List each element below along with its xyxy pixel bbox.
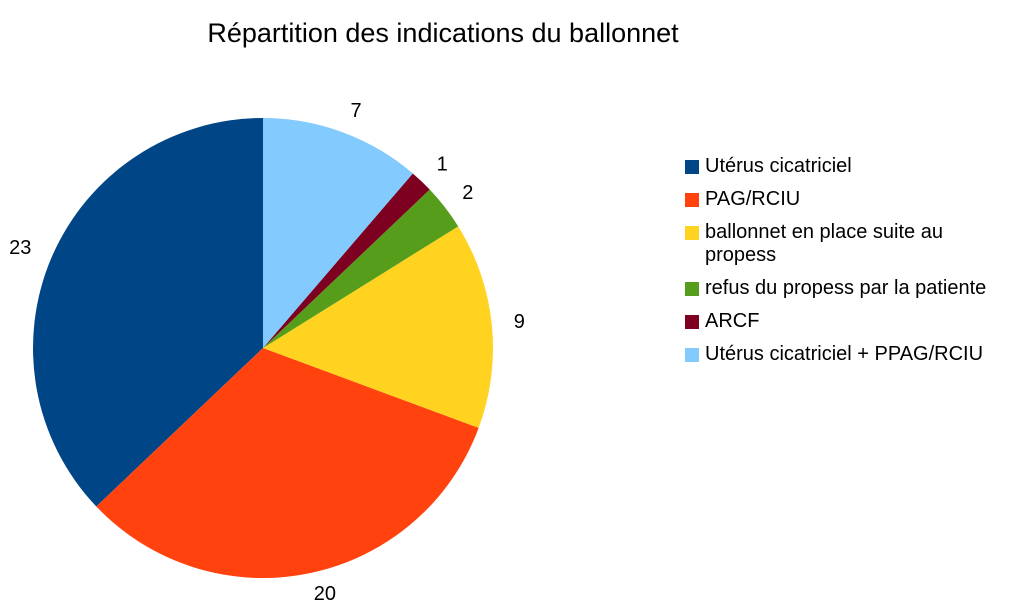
data-label: 2: [462, 182, 473, 204]
legend-label: Utérus cicatriciel + PPAG/RCIU: [705, 343, 983, 365]
data-label: 1: [437, 154, 448, 176]
data-label: 23: [9, 237, 31, 259]
pie-slice: [263, 118, 413, 348]
legend-swatch: [685, 226, 699, 240]
legend-swatch: [685, 315, 699, 329]
legend-line: Utérus cicatriciel + PPAG/RCIU: [705, 343, 983, 365]
legend-label: refus du propess par la patiente: [705, 277, 986, 299]
legend-swatch: [685, 282, 699, 296]
chart-title: Répartition des indications du ballonnet: [207, 18, 679, 48]
legend-line: propess: [705, 244, 776, 266]
legend-swatch: [685, 348, 699, 362]
legend-label: ballonnet en place suite au propess: [705, 221, 943, 266]
data-label: 7: [351, 100, 362, 122]
legend-swatch: [685, 193, 699, 207]
legend-line: refus du propess par la patiente: [705, 277, 986, 299]
pie-slice: [32, 118, 264, 507]
data-label: 20: [314, 583, 336, 605]
legend-line: Utérus cicatriciel: [705, 155, 852, 177]
legend-label: ARCF: [705, 310, 759, 332]
legend-label: Utérus cicatriciel: [705, 155, 852, 177]
pie-slice: [263, 226, 493, 428]
pie-slice: [263, 173, 430, 348]
pie-slice: [96, 348, 479, 578]
pie-slice: [263, 189, 459, 348]
legend-line: PAG/RCIU: [705, 188, 800, 210]
legend-line: ARCF: [705, 310, 759, 332]
legend-line: ballonnet en place suite au: [705, 221, 943, 243]
legend-swatch: [685, 160, 699, 174]
data-label: 9: [514, 311, 525, 333]
legend-label: PAG/RCIU: [705, 188, 800, 210]
